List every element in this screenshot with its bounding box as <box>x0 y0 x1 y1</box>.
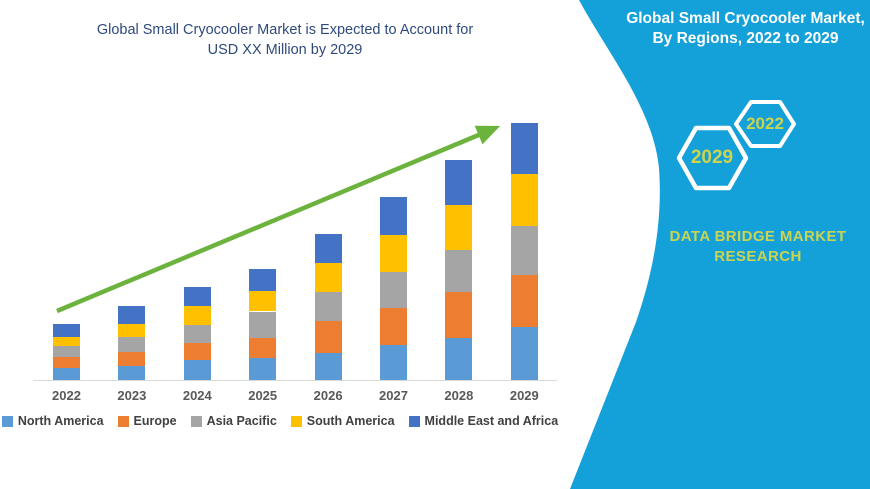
bar-segment-europe-2027 <box>380 308 407 345</box>
bar-segment-south-america-2028 <box>445 204 473 251</box>
chart-title-line1: Global Small Cryocooler Market is Expect… <box>96 22 474 38</box>
chart-title: Global Small Cryocooler Market is Expect… <box>35 20 535 60</box>
legend-item-asia-pacific: Asia Pacific <box>190 414 277 428</box>
legend-label: Asia Pacific <box>206 414 277 428</box>
bar-segment-asia-pacific-2025 <box>249 311 277 338</box>
bar-segment-south-america-2022 <box>53 336 80 346</box>
bar-segment-asia-pacific-2029 <box>510 225 538 276</box>
legend-swatch-icon <box>190 415 202 427</box>
bar-segment-south-america-2025 <box>249 291 277 312</box>
bar-segment-north-america-2028 <box>445 337 473 380</box>
bar-segment-north-america-2027 <box>380 344 407 380</box>
hexagon-2029-label: 2029 <box>690 147 734 168</box>
bar-segment-south-america-2026 <box>314 263 342 293</box>
bar-segment-europe-2025 <box>249 337 277 358</box>
bar-segment-middle-east-and-africa-2026 <box>314 233 342 264</box>
sidebar-title-line1: Global Small Cryocooler Market, <box>626 10 865 27</box>
x-axis-label-2029: 2029 <box>509 388 539 403</box>
plot-area <box>33 119 557 381</box>
bar-segment-asia-pacific-2022 <box>53 345 80 357</box>
bar-segment-europe-2026 <box>314 320 342 353</box>
bar-segment-middle-east-and-africa-2023 <box>118 306 146 324</box>
legend-label: North America <box>17 414 104 428</box>
legend-swatch-icon <box>117 415 129 427</box>
legend-swatch-icon <box>290 415 302 427</box>
sidebar-title-line2: By Regions, 2022 to 2029 <box>652 30 839 47</box>
bar-segment-north-america-2026 <box>314 352 342 380</box>
x-axis-label-2022: 2022 <box>52 388 81 403</box>
bar-segment-asia-pacific-2023 <box>118 336 146 352</box>
legend-label: Europe <box>133 414 177 428</box>
bar-segment-north-america-2025 <box>249 357 277 380</box>
x-axis-label-2025: 2025 <box>248 388 278 403</box>
legend-label: South America <box>306 414 395 428</box>
hexagon-2022-label: 2022 <box>746 114 784 133</box>
bar-segment-south-america-2023 <box>118 323 146 337</box>
bar-segment-europe-2029 <box>510 275 538 327</box>
legend-swatch-icon <box>408 415 420 427</box>
brand-line2: RESEARCH <box>714 248 802 265</box>
bar-segment-north-america-2022 <box>53 367 80 380</box>
sidebar-title: Global Small Cryocooler Market, By Regio… <box>618 9 870 49</box>
brand-line1: DATA BRIDGE MARKET <box>669 228 847 245</box>
legend-item-middle-east-and-africa: Middle East and Africa <box>408 414 559 428</box>
legend-item-north-america: North America <box>1 414 104 428</box>
x-axis-labels: 2022 2023 2024 2025 2026 2027 2028 2029 <box>33 388 557 408</box>
bar-segment-middle-east-and-africa-2027 <box>380 196 407 235</box>
x-axis-label-2023: 2023 <box>117 388 147 403</box>
bar-segment-south-america-2027 <box>380 234 407 273</box>
bar-segment-asia-pacific-2027 <box>380 272 407 309</box>
legend-label: Middle East and Africa <box>424 414 559 428</box>
bar-segment-south-america-2024 <box>183 306 211 325</box>
bar-segment-asia-pacific-2024 <box>183 324 211 343</box>
chart-legend: North America Europe Asia Pacific South Ame… <box>0 414 560 428</box>
bar-segment-north-america-2023 <box>118 365 146 380</box>
bar-segment-asia-pacific-2028 <box>445 250 473 293</box>
brand-name: DATA BRIDGE MARKET RESEARCH <box>640 227 870 267</box>
bar-segment-middle-east-and-africa-2025 <box>249 269 277 292</box>
bar-segment-asia-pacific-2026 <box>314 292 342 321</box>
bar-segment-europe-2024 <box>183 342 211 360</box>
x-axis-label-2028: 2028 <box>444 388 474 403</box>
bar-segment-south-america-2029 <box>510 174 538 226</box>
bar-segment-middle-east-and-africa-2028 <box>445 160 473 205</box>
legend-item-europe: Europe <box>117 414 177 428</box>
bar-segment-middle-east-and-africa-2024 <box>183 287 211 307</box>
bar-segment-middle-east-and-africa-2029 <box>510 123 538 175</box>
x-axis-label-2026: 2026 <box>313 388 343 403</box>
bar-segment-europe-2028 <box>445 292 473 338</box>
legend-item-south-america: South America <box>290 414 395 428</box>
legend-swatch-icon <box>1 415 13 427</box>
bar-segment-north-america-2029 <box>510 326 538 380</box>
stacked-bar-chart: 2022 2023 2024 2025 2026 2027 2028 2029 <box>33 119 557 408</box>
bar-segment-middle-east-and-africa-2022 <box>53 323 80 337</box>
chart-title-line2: USD XX Million by 2029 <box>207 42 363 58</box>
bar-segment-europe-2022 <box>53 356 80 368</box>
bar-segment-north-america-2024 <box>183 359 211 380</box>
bar-segment-europe-2023 <box>118 351 146 366</box>
x-axis-label-2027: 2027 <box>379 388 408 403</box>
x-axis-label-2024: 2024 <box>182 388 212 403</box>
